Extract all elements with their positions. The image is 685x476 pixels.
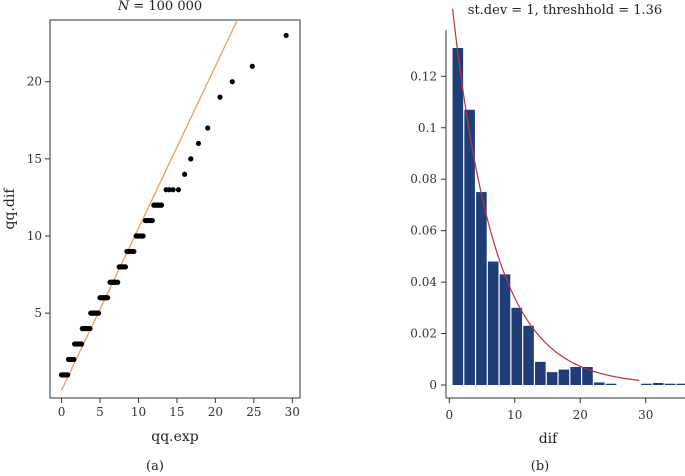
data-point: [283, 32, 289, 39]
histogram-bar: [499, 274, 511, 385]
chart-a-xlabel: qq.exp: [151, 429, 199, 445]
histogram-bar: [582, 366, 593, 385]
histogram-bar: [546, 372, 558, 385]
chart-b: st.dev = 1, threshhold = 1.36 0 10 20 30 00…: [410, 3, 685, 474]
histogram-bar: [535, 361, 546, 385]
y-tick-label: 0.12: [410, 69, 437, 83]
histogram-bar: [487, 261, 499, 385]
density-curve: [451, 8, 640, 381]
data-point: [105, 295, 111, 301]
reference-line: [60, 19, 238, 391]
curve-group: [451, 8, 640, 381]
histogram-bar: [652, 382, 664, 385]
bars-group: [452, 48, 685, 386]
x-tick-label: 20: [208, 405, 223, 419]
chart-a-plot-area: [49, 19, 301, 399]
y-tick-label: 0.08: [410, 172, 437, 186]
panel-label-a: (a): [146, 459, 164, 474]
histogram-bar: [511, 307, 523, 385]
data-point: [95, 310, 102, 316]
y-tick-label: 0: [429, 378, 437, 392]
data-point: [158, 202, 165, 208]
x-tick-label: 5: [96, 405, 104, 419]
chart-b-xlabel: dif: [539, 431, 559, 447]
y-tick-label: 0.1: [418, 121, 437, 135]
x-tick-label: 30: [638, 408, 653, 422]
x-tick-label: 25: [246, 405, 261, 419]
histogram-bar: [664, 383, 676, 385]
x-ticks: 0 10 20 30: [445, 398, 653, 422]
data-point: [115, 279, 121, 285]
data-point: [188, 156, 194, 162]
reference-line-group: [60, 19, 238, 391]
data-point: [140, 233, 146, 239]
y-tick-label: 5: [34, 306, 42, 320]
data-point: [249, 63, 255, 69]
data-point: [205, 125, 211, 131]
histogram-bar: [523, 325, 534, 385]
y-tick-label: 0.06: [410, 224, 437, 238]
points-group: [58, 32, 289, 378]
chart-a-ylabel: qq.dif: [2, 187, 18, 230]
data-point: [195, 140, 202, 147]
histogram-bar: [452, 48, 464, 385]
y-tick-label: 0.04: [410, 275, 437, 289]
data-point: [217, 94, 223, 100]
y-ticks: 0 0.02 0.04 0.06 0.08 0.1 0.12: [410, 69, 446, 392]
data-point: [71, 356, 77, 363]
y-tick-label: 20: [27, 75, 42, 89]
chart-a-title: N = 100 000: [117, 0, 202, 14]
x-tick-label: 10: [131, 405, 146, 419]
histogram-bar: [476, 192, 487, 385]
chart-b-title: st.dev = 1, threshhold = 1.36: [468, 3, 662, 18]
x-tick-label: 30: [285, 405, 300, 419]
histogram-bar: [464, 109, 475, 386]
y-tick-label: 10: [27, 229, 42, 243]
y-ticks: 5 10 15 20: [27, 75, 50, 320]
data-point: [122, 264, 128, 270]
histogram-bar: [558, 369, 570, 385]
histogram-bar: [641, 383, 652, 385]
histogram-bar: [593, 382, 605, 385]
data-point: [182, 171, 188, 177]
data-point: [78, 341, 85, 347]
x-tick-label: 20: [573, 408, 588, 422]
data-point: [170, 187, 176, 193]
x-ticks: 0 5 10 15 20 25 30: [58, 398, 300, 419]
data-point: [131, 248, 137, 255]
y-tick-label: 15: [27, 152, 42, 166]
x-tick-label: 0: [58, 405, 66, 419]
data-point: [166, 187, 172, 193]
panel-label-b: (b): [531, 459, 549, 474]
histogram-bar: [570, 366, 581, 385]
histogram-bar: [676, 383, 685, 385]
data-point: [175, 187, 182, 193]
x-tick-label: 0: [445, 408, 453, 422]
y-tick-label: 0.02: [410, 327, 437, 341]
x-tick-label: 15: [169, 405, 184, 419]
histogram-bar: [605, 383, 617, 385]
data-point: [229, 79, 235, 85]
data-point: [87, 325, 93, 332]
data-point: [65, 372, 71, 378]
data-point: [149, 217, 155, 224]
x-tick-label: 10: [507, 408, 522, 422]
